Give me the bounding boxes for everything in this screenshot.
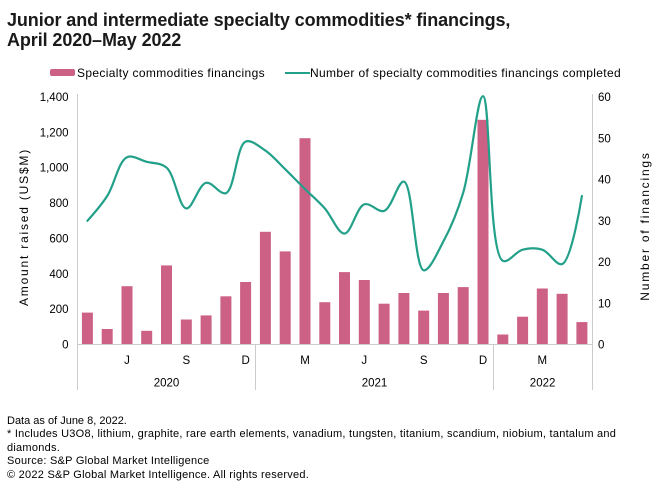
svg-text:D: D: [241, 355, 249, 367]
svg-text:40: 40: [598, 175, 611, 187]
svg-text:200: 200: [49, 304, 68, 316]
svg-text:2021: 2021: [362, 378, 388, 390]
svg-text:0: 0: [62, 340, 68, 352]
svg-text:20: 20: [598, 257, 611, 269]
svg-text:2022: 2022: [530, 378, 556, 390]
svg-text:J: J: [361, 355, 367, 367]
svg-text:M: M: [538, 355, 548, 367]
svg-text:D: D: [479, 355, 487, 367]
svg-text:60: 60: [598, 92, 611, 104]
svg-text:600: 600: [49, 234, 68, 246]
svg-text:2020: 2020: [154, 378, 180, 390]
svg-text:M: M: [300, 355, 310, 367]
svg-text:400: 400: [49, 269, 68, 281]
svg-text:50: 50: [598, 133, 611, 145]
svg-text:J: J: [124, 355, 130, 367]
svg-text:0: 0: [598, 340, 604, 352]
svg-text:S: S: [182, 355, 190, 367]
svg-text:30: 30: [598, 216, 611, 228]
svg-text:1,400: 1,400: [40, 92, 69, 104]
svg-text:S: S: [420, 355, 428, 367]
svg-text:Amount raised (US$M): Amount raised (US$M): [17, 148, 31, 306]
svg-text:Number of financings: Number of financings: [638, 151, 652, 300]
svg-text:1,200: 1,200: [40, 127, 69, 139]
svg-text:800: 800: [49, 198, 68, 210]
svg-text:10: 10: [598, 298, 611, 310]
svg-text:1,000: 1,000: [40, 163, 69, 175]
